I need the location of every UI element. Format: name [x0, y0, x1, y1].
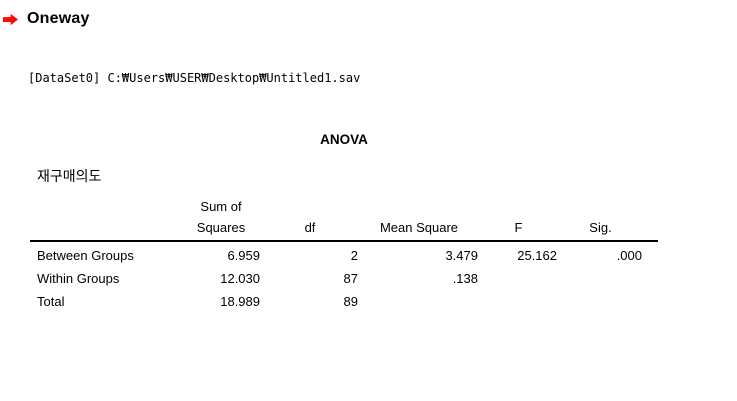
table-row-between-groups: Between Groups 6.959 2 3.479 25.162 .000 — [30, 244, 658, 267]
anova-table-title: ANOVA — [320, 132, 368, 147]
cell-mean-square: .138 — [452, 271, 478, 286]
anova-table[interactable]: Sum of Squares df Mean Square F Sig. Bet… — [30, 196, 658, 313]
cell-f — [480, 267, 559, 290]
row-label: Total — [37, 294, 65, 309]
cell-mean-square: 3.479 — [445, 248, 478, 263]
cell-df: 89 — [343, 294, 358, 309]
dependent-variable-label: 재구매의도 — [37, 168, 102, 184]
cell-sum-of-squares: 6.959 — [227, 248, 260, 263]
col-header-row-label — [30, 238, 182, 240]
col-header-mean-square: Mean Square — [379, 220, 459, 235]
anova-table-header-row: Sum of Squares df Mean Square F Sig. — [30, 196, 658, 242]
cell-df: 2 — [350, 248, 358, 263]
col-header-sum-of-squares: Sum of Squares — [196, 199, 246, 235]
cell-sum-of-squares: 18.989 — [220, 294, 260, 309]
anova-table-body: Between Groups 6.959 2 3.479 25.162 .000… — [30, 242, 658, 313]
cell-sig: .000 — [616, 248, 642, 263]
cell-f — [480, 290, 559, 313]
col-header-sig: Sig. — [589, 220, 612, 235]
row-label: Between Groups — [37, 248, 134, 263]
dataset-path-text: [DataSet0] C:₩Users₩USER₩Desktop₩Untitle… — [28, 71, 361, 85]
red-right-arrow-icon — [3, 13, 18, 25]
cell-sum-of-squares: 12.030 — [220, 271, 260, 286]
table-row-total: Total 18.989 89 — [30, 290, 658, 313]
procedure-title: Oneway — [27, 10, 90, 27]
cell-sig — [559, 290, 658, 313]
cell-mean-square — [360, 290, 480, 313]
table-row-within-groups: Within Groups 12.030 87 .138 — [30, 267, 658, 290]
col-header-f: F — [514, 220, 523, 235]
output-heading: Oneway — [3, 10, 90, 28]
col-header-df: df — [304, 220, 316, 235]
cell-f: 25.162 — [517, 248, 557, 263]
cell-sig — [559, 267, 658, 290]
cell-df: 87 — [343, 271, 358, 286]
row-label: Within Groups — [37, 271, 120, 286]
